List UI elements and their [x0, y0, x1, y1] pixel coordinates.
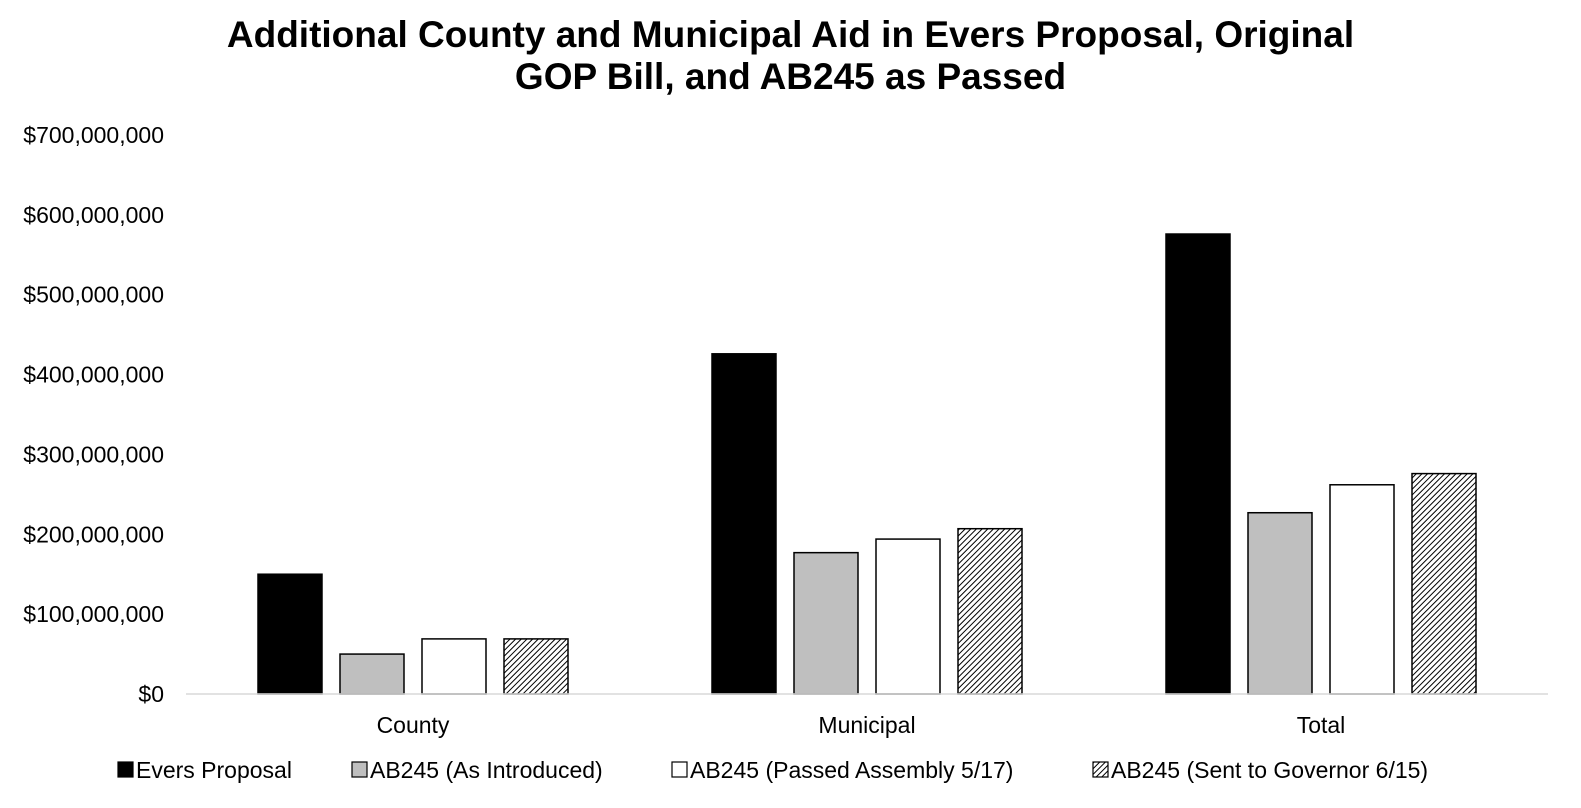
chart-title: Additional County and Municipal Aid in E… [150, 14, 1431, 98]
bar-municipal-series-2 [793, 551, 859, 695]
legend-label: AB245 (As Introduced) [370, 757, 603, 783]
y-tick-label: $600,000,000 [23, 202, 164, 228]
legend-label: AB245 (Sent to Governor 6/15) [1111, 757, 1428, 783]
bar-municipal-series-1 [711, 353, 777, 695]
y-tick-label: $500,000,000 [23, 282, 164, 308]
y-tick-label: $400,000,000 [23, 362, 164, 388]
legend: Evers Proposal AB245 (As Introduced) AB245… [117, 757, 1428, 783]
bar-municipal-series-3 [875, 538, 941, 695]
bar-total-series-1 [1165, 233, 1231, 695]
y-tick-label: $300,000,000 [23, 441, 164, 467]
bars-group [257, 233, 1477, 695]
bar-county-series-1 [257, 573, 323, 695]
bar-total-series-2 [1247, 511, 1313, 695]
bar-total-series-4 [1411, 472, 1477, 695]
y-tick-label: $0 [138, 681, 164, 707]
x-axis: County Municipal Total [377, 712, 1346, 738]
bar-county-series-2 [339, 653, 405, 695]
y-tick-label: $700,000,000 [23, 122, 164, 148]
bar-county-series-4 [503, 638, 569, 695]
bar-municipal-series-4 [957, 527, 1023, 695]
y-axis: $0 $100,000,000 $200,000,000 $300,000,000 $4… [23, 122, 164, 707]
legend-swatch [1092, 761, 1109, 778]
y-tick-label: $100,000,000 [23, 601, 164, 627]
bar-total-series-3 [1329, 484, 1395, 695]
legend-label: AB245 (Passed Assembly 5/17) [690, 757, 1013, 783]
chart-title-line-1: Additional County and Municipal Aid in E… [226, 14, 1355, 55]
legend-label: Evers Proposal [136, 757, 292, 783]
legend-swatch [671, 761, 688, 778]
legend-swatch [117, 761, 134, 778]
chart-title-line-2: GOP Bill, and AB245 as Passed [514, 56, 1067, 97]
x-tick-label: Total [1297, 712, 1346, 738]
x-tick-label: Municipal [818, 712, 915, 738]
legend-swatch [351, 761, 368, 778]
bar-county-series-3 [421, 638, 487, 695]
x-tick-label: County [377, 712, 450, 738]
y-tick-label: $200,000,000 [23, 521, 164, 547]
